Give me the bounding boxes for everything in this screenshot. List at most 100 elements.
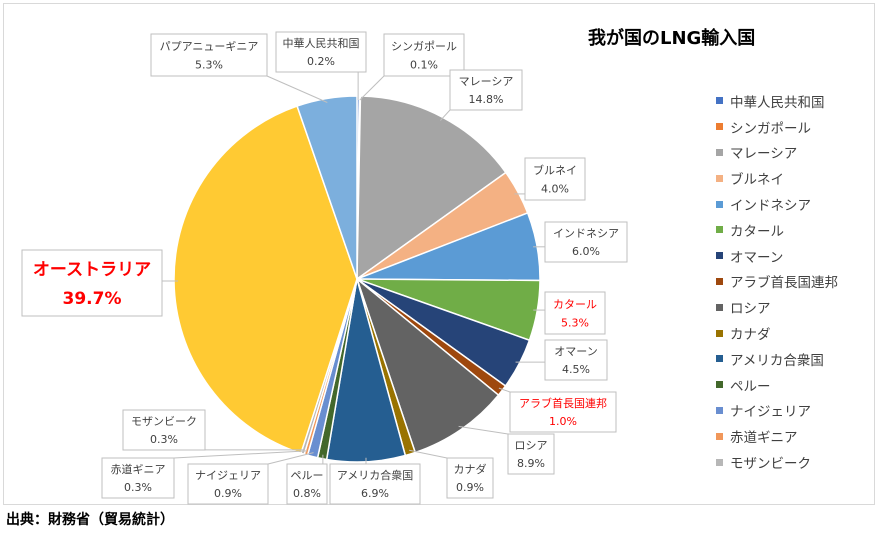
legend-label: オマーン bbox=[730, 249, 784, 266]
data-label-value: 0.3% bbox=[150, 433, 178, 446]
data-label-box bbox=[21, 249, 163, 317]
data-label-value: 0.9% bbox=[456, 481, 484, 494]
data-label-box bbox=[101, 457, 175, 499]
source-note: 出典：財務省（貿易統計） bbox=[6, 512, 174, 528]
data-label-box bbox=[187, 463, 269, 505]
leader-line bbox=[173, 450, 308, 459]
legend-label: カナダ bbox=[730, 327, 771, 344]
pie-slice-16 bbox=[296, 95, 358, 280]
data-label-box bbox=[544, 339, 608, 381]
legend-label: シンガポール bbox=[730, 120, 811, 137]
data-label-value: 1.0% bbox=[549, 415, 577, 428]
data-label-value: 0.3% bbox=[124, 481, 152, 494]
legend-label: アメリカ合衆国 bbox=[730, 352, 824, 369]
data-label-name: ナイジェリア bbox=[195, 469, 261, 482]
data-label-box bbox=[524, 157, 586, 201]
legend-item: ロシア bbox=[716, 294, 838, 320]
legend-item: ナイジェリア bbox=[716, 398, 838, 424]
legend-item: カタール bbox=[716, 217, 838, 243]
legend-label: ペルー bbox=[730, 378, 771, 395]
legend-label: ブルネイ bbox=[730, 172, 784, 189]
data-label-box bbox=[544, 221, 628, 263]
legend-label: インドネシア bbox=[730, 198, 811, 215]
leader-line bbox=[359, 75, 385, 101]
data-label-name: パプアニューギニア bbox=[160, 40, 259, 53]
data-label-value: 0.9% bbox=[214, 487, 242, 500]
legend-swatch bbox=[716, 355, 723, 363]
data-label-value: 0.8% bbox=[293, 487, 321, 500]
data-label-value: 5.3% bbox=[195, 58, 223, 71]
data-label-box bbox=[150, 33, 268, 77]
legend-label: 中華人民共和国 bbox=[730, 94, 825, 111]
leader-line bbox=[267, 452, 314, 465]
legend-item: アラブ首長国連邦 bbox=[716, 269, 838, 295]
data-label-name: 中華人民共和国 bbox=[283, 37, 360, 50]
chart-title: 我が国のLNG輸入国 bbox=[588, 28, 756, 49]
data-label-value: 5.3% bbox=[561, 316, 589, 329]
data-label-box bbox=[509, 391, 617, 433]
data-label-value: 0.2% bbox=[307, 55, 335, 68]
legend-swatch bbox=[716, 226, 723, 234]
legend-label: ナイジェリア bbox=[730, 404, 811, 421]
data-label-name: オーストラリア bbox=[33, 260, 151, 280]
data-label-name: マレーシア bbox=[459, 75, 514, 88]
data-label-box bbox=[286, 463, 328, 505]
legend-label: アラブ首長国連邦 bbox=[730, 275, 838, 292]
legend-label: マレーシア bbox=[730, 146, 798, 163]
leader-line bbox=[498, 387, 511, 393]
legend-item: オマーン bbox=[716, 243, 838, 269]
legend-swatch bbox=[716, 252, 723, 260]
legend-swatch bbox=[716, 277, 723, 285]
legend-swatch bbox=[716, 303, 723, 311]
legend-label: カタール bbox=[730, 223, 784, 240]
data-label-name: カタール bbox=[553, 298, 597, 311]
data-label-value: 6.0% bbox=[572, 245, 600, 258]
data-label-box bbox=[449, 69, 523, 111]
data-label-box bbox=[122, 409, 206, 451]
data-label-name: ブルネイ bbox=[533, 163, 577, 177]
data-label-box bbox=[544, 291, 606, 335]
legend-swatch bbox=[716, 97, 723, 105]
legend-item: ペルー bbox=[716, 372, 838, 398]
legend-item: アメリカ合衆国 bbox=[716, 346, 838, 372]
data-label-value: 39.7% bbox=[63, 289, 122, 309]
legend-item: シンガポール bbox=[716, 114, 838, 140]
legend-swatch bbox=[716, 123, 723, 131]
legend-swatch bbox=[716, 148, 723, 156]
data-label-box bbox=[507, 433, 555, 475]
data-label-box bbox=[275, 31, 367, 73]
data-label-name: モザンビーク bbox=[131, 415, 197, 428]
legend-swatch bbox=[716, 200, 723, 208]
data-label-name: インドネシア bbox=[553, 227, 619, 240]
data-label-box bbox=[383, 33, 465, 77]
leader-line bbox=[409, 449, 448, 459]
data-label-value: 14.8% bbox=[469, 93, 504, 106]
data-label-box bbox=[446, 457, 494, 499]
legend-swatch bbox=[716, 406, 723, 414]
legend-item: インドネシア bbox=[716, 191, 838, 217]
data-label-name: オマーン bbox=[554, 345, 597, 358]
legend-swatch bbox=[716, 174, 723, 182]
data-label-name: アメリカ合衆国 bbox=[337, 468, 413, 482]
data-label-value: 8.9% bbox=[517, 457, 545, 470]
legend-item: 赤道ギニア bbox=[716, 423, 838, 449]
data-label-value: 6.9% bbox=[361, 487, 389, 500]
legend-label: モザンビーク bbox=[730, 456, 811, 473]
pie-slice-8 bbox=[355, 276, 500, 454]
chart-frame bbox=[3, 3, 875, 505]
leader-line bbox=[266, 75, 328, 103]
legend-item: カナダ bbox=[716, 320, 838, 346]
legend-swatch bbox=[716, 381, 723, 389]
legend-label: 赤道ギニア bbox=[730, 430, 798, 447]
leader-line bbox=[458, 425, 509, 435]
leader-line bbox=[439, 109, 451, 121]
data-label-name: ロシア bbox=[515, 439, 548, 452]
data-label-name: アラブ首長国連邦 bbox=[519, 396, 607, 410]
data-label-name: シンガポール bbox=[391, 40, 457, 53]
data-label-name: 赤道ギニア bbox=[111, 462, 166, 476]
legend: 中華人民共和国 シンガポール マレーシアブルネイインドネシア カタールオマーンアラブ首… bbox=[716, 88, 838, 475]
legend-swatch bbox=[716, 432, 723, 440]
legend-item: ブルネイ bbox=[716, 165, 838, 191]
legend-item: 中華人民共和国 bbox=[716, 88, 838, 114]
